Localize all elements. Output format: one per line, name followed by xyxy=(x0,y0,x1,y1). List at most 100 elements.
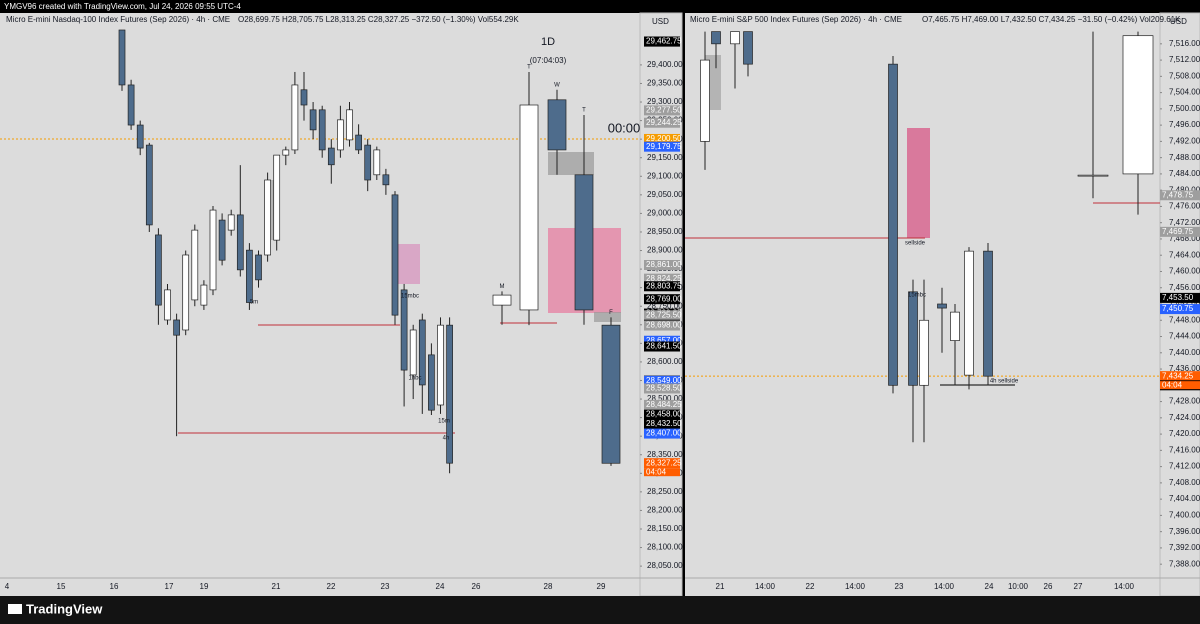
price-tag xyxy=(644,409,680,420)
price-tag-label: 28,458.00 xyxy=(646,410,682,419)
x-tick-label: 21 xyxy=(272,582,281,591)
y-tick-label: 7,504.00 xyxy=(1169,88,1200,97)
annotation: 4h xyxy=(443,436,450,442)
candle-body xyxy=(236,214,244,271)
price-tag xyxy=(644,341,680,352)
y-tick-label: 7,388.00 xyxy=(1169,559,1200,568)
x-tick-label: 24 xyxy=(985,582,994,591)
candle-body xyxy=(191,229,199,301)
candle-body xyxy=(373,149,381,176)
candle-body xyxy=(1122,35,1154,175)
candle-body xyxy=(428,354,435,411)
timer: 04:04 xyxy=(1162,380,1183,389)
price-tag xyxy=(1160,292,1200,303)
price-tag-label: 29,277.50 xyxy=(646,105,682,114)
x-tick-label: 26 xyxy=(472,582,481,591)
x-tick-label: 10:00 xyxy=(1008,582,1029,591)
price-tag xyxy=(644,320,680,331)
candle-body xyxy=(391,194,399,316)
candle-body xyxy=(730,31,740,45)
y-tick-label: 28,150.00 xyxy=(647,524,683,533)
y-tick-label: 29,400.00 xyxy=(647,60,683,69)
candle-body xyxy=(492,294,512,306)
x-tick-label: 16 xyxy=(110,582,119,591)
price-tag xyxy=(644,399,680,410)
y-tick-label: 29,350.00 xyxy=(647,79,683,88)
candle-body xyxy=(300,89,308,106)
price-tag-label: 28,528.50 xyxy=(646,384,682,393)
price-tag-label: 28,327.25 xyxy=(646,458,682,467)
y-tick-label: 28,100.00 xyxy=(647,543,683,552)
y-tick-label: 7,512.00 xyxy=(1169,55,1200,64)
y-tick-label: 7,428.00 xyxy=(1169,397,1200,406)
y-tick-label: 7,484.00 xyxy=(1169,169,1200,178)
x-tick-label: 22 xyxy=(327,582,336,591)
candle-body xyxy=(127,84,135,126)
price-tag xyxy=(644,310,680,321)
price-tag xyxy=(644,428,680,439)
y-tick-label: 28,900.00 xyxy=(647,246,683,255)
y-tick-label: 7,412.00 xyxy=(1169,462,1200,471)
candle-body xyxy=(574,174,594,311)
y-tick-label: 29,150.00 xyxy=(647,153,683,162)
price-tag-label: 28,824.25 xyxy=(646,274,682,283)
price-tag xyxy=(644,36,680,47)
x-tick-label: 14:00 xyxy=(1114,582,1135,591)
x-tick-label: 14:00 xyxy=(845,582,866,591)
y-tick-label: 28,350.00 xyxy=(647,450,683,459)
y-tick-label: 28,750.00 xyxy=(647,301,683,310)
price-tag-label: 29,244.25 xyxy=(646,118,682,127)
candle-body xyxy=(711,31,721,45)
currency: USD xyxy=(652,17,669,26)
countdown: (07:04:03) xyxy=(530,56,567,65)
timer: 04:04 xyxy=(646,467,667,476)
day-label: M xyxy=(500,284,505,290)
x-tick-label: 24 xyxy=(436,582,445,591)
annotation: sellside xyxy=(905,241,926,247)
x-tick-label: 23 xyxy=(381,582,390,591)
y-tick-label: 7,396.00 xyxy=(1169,527,1200,536)
y-tick-label: 7,496.00 xyxy=(1169,120,1200,129)
candle-body xyxy=(264,179,271,256)
legend-ohlc: O7,465.75 H7,469.00 L7,432.50 C7,434.25 … xyxy=(922,15,1181,24)
x-tick-label: 14:00 xyxy=(755,582,776,591)
candle-body xyxy=(327,147,335,166)
y-tick-label: 7,500.00 xyxy=(1169,104,1200,113)
zone xyxy=(268,180,278,240)
price-tag-label: 28,549.00 xyxy=(646,376,682,385)
candle-body xyxy=(1077,174,1109,177)
candle-body xyxy=(182,254,190,331)
legend-title: Micro E-mini S&P 500 Index Futures (Sep … xyxy=(690,15,902,24)
y-tick-label: 28,250.00 xyxy=(647,487,683,496)
price-tag-label: 28,769.00 xyxy=(646,294,682,303)
price-tag-label: 29,462.75 xyxy=(646,37,682,46)
candle-body xyxy=(437,324,444,406)
price-tag xyxy=(1160,226,1200,237)
y-tick-label: 7,488.00 xyxy=(1169,153,1200,162)
candle-body xyxy=(519,104,539,311)
price-tag xyxy=(1160,304,1200,315)
candle-body xyxy=(309,109,317,131)
price-tag xyxy=(1160,190,1200,201)
candle-body xyxy=(364,144,372,181)
day-label: T xyxy=(527,65,531,71)
y-tick-label: 7,420.00 xyxy=(1169,429,1200,438)
candle-body xyxy=(743,31,753,65)
clock: 00:00 xyxy=(608,120,641,135)
price-tag-label: 28,803.75 xyxy=(646,281,682,290)
zone xyxy=(594,312,621,322)
candle-body xyxy=(218,219,226,261)
candle-body xyxy=(118,29,126,86)
candle-body xyxy=(400,289,408,371)
brand: TradingView xyxy=(26,601,103,616)
y-tick-label: 7,460.00 xyxy=(1169,267,1200,276)
price-tag-label: 28,407.00 xyxy=(646,429,682,438)
y-tick-label: 28,200.00 xyxy=(647,506,683,515)
y-tick-label: 29,100.00 xyxy=(647,171,683,180)
price-tag xyxy=(644,294,680,305)
candle-body xyxy=(318,109,326,151)
candle-body xyxy=(200,284,208,306)
price-tag-label: 29,179.75 xyxy=(646,142,682,151)
